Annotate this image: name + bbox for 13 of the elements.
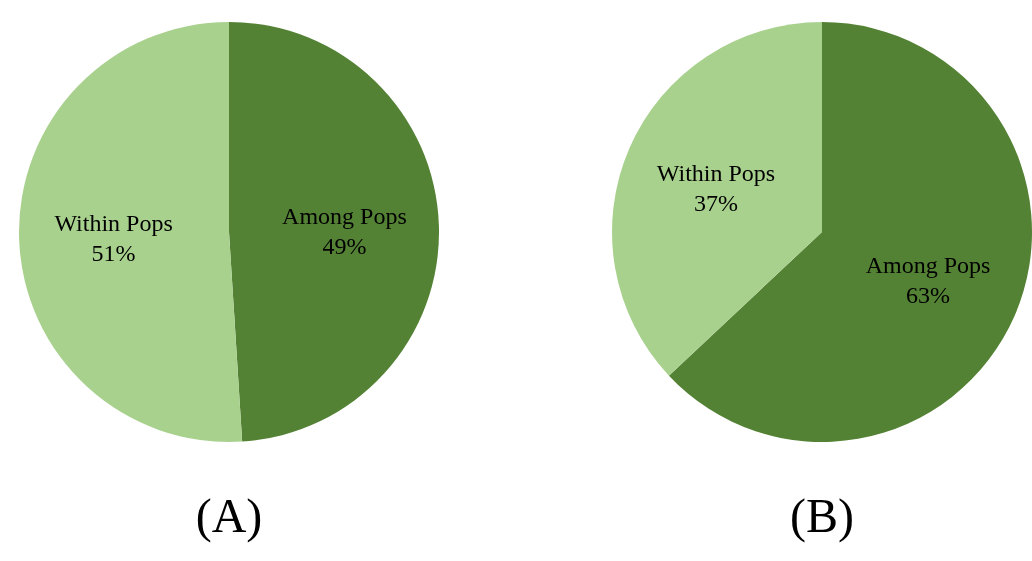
pie-slice — [19, 22, 243, 442]
pie-slice — [229, 22, 439, 442]
slice-label: Among Pops — [865, 252, 991, 279]
pie-slice — [612, 22, 822, 376]
data-label: 49% — [322, 232, 367, 259]
slice-label: Within Pops — [656, 160, 776, 187]
data-label: 37% — [694, 190, 738, 217]
slice-label: Within Pops — [54, 209, 173, 236]
data-label: 63% — [906, 282, 950, 309]
text: (A) — [195, 489, 263, 543]
data-label: 51% — [91, 239, 136, 266]
slice-label: Among Pops — [282, 202, 407, 229]
text: (B) — [790, 489, 854, 543]
